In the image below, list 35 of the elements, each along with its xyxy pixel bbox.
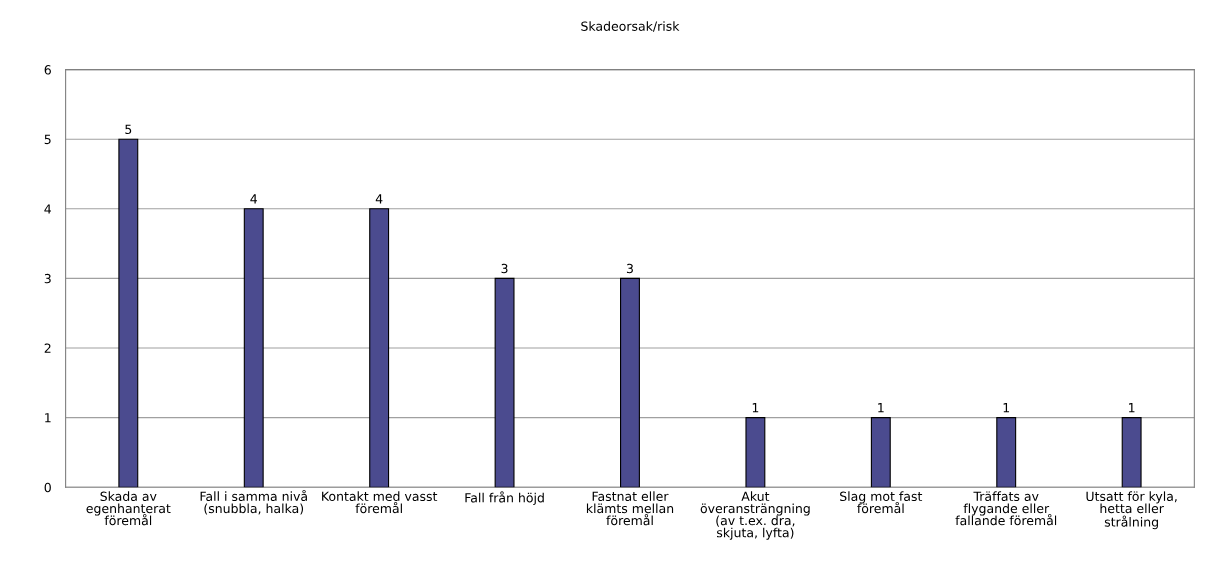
data-label: 1 [752,403,759,413]
x-tick-label: Akut överansträngning (av t.ex. dra, skjuta, lyfta) [700,491,810,540]
y-tick-label: 5 [44,134,51,145]
data-label: 3 [501,263,508,274]
data-label: 4 [375,194,383,204]
bar [243,208,264,488]
x-tick-label: Skada av egenhanterat föremål [86,491,171,526]
x-tick-label: Fastnat eller klämts mellan föremål [586,491,674,526]
chart-title: Skadeorsak/risk [581,21,680,32]
bar [494,277,515,488]
data-label: 1 [878,403,884,413]
bar [745,417,766,488]
data-label: 1 [1129,403,1135,413]
bar [620,277,640,488]
bar [1121,417,1142,488]
data-label: 4 [250,194,258,204]
y-tick-label: 6 [44,65,51,75]
bar [870,417,891,488]
y-tick-label: 0 [44,482,51,493]
x-tick-label: Utsatt för kyla, hetta eller strålning [1086,491,1177,530]
y-tick-label: 2 [44,343,51,353]
x-tick-label: Fall från höjd [465,491,544,505]
data-label: 3 [626,263,633,274]
y-tick-label: 3 [44,273,51,284]
bar [369,208,390,488]
x-tick-label: Fall i samma nivå (snubbla, halka) [200,489,307,515]
bar [118,138,139,488]
x-tick-label: Träffats av flygande eller fallande föremål [955,491,1057,526]
x-tick-label: Kontakt med vasst föremål [322,491,438,514]
data-label: 1 [1003,403,1010,413]
data-label: 5 [125,124,132,134]
bar [996,417,1017,488]
x-tick-label: Slag mot fast föremål [840,491,923,514]
y-tick-label: 1 [45,413,51,423]
y-tick-label: 4 [44,204,52,214]
